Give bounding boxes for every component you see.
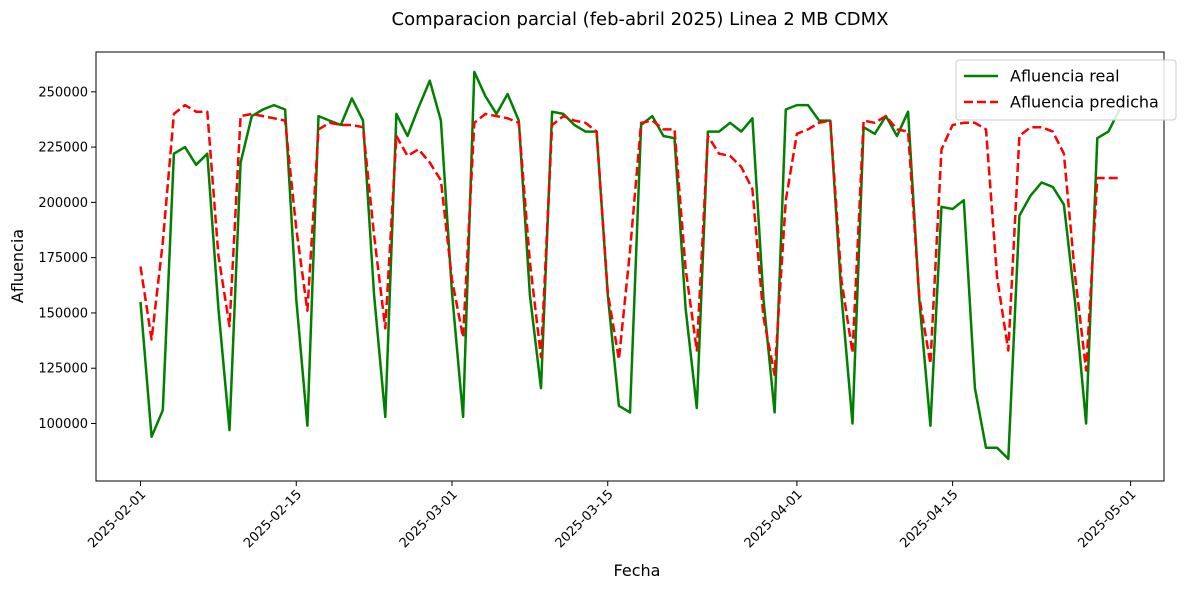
y-tick-label: 250000: [38, 85, 88, 100]
y-axis: 100000 125000 150000 175000 200000 225000 2500…: [38, 85, 96, 432]
legend-label: Afluencia predicha: [1010, 93, 1159, 112]
y-tick-label: 200000: [38, 196, 88, 211]
x-axis-label: Fecha: [614, 561, 661, 580]
axes-frame: [95, 51, 1165, 482]
chart-title: Comparacion parcial (feb-abril 2025) Lin…: [392, 9, 889, 30]
legend: Afluencia real Afluencia predicha: [955, 59, 1177, 121]
series-line-afluencia-predicha: [139, 103, 1120, 377]
y-tick-label: 225000: [38, 141, 88, 156]
plot-area: [139, 70, 1121, 461]
y-tick-label: 175000: [38, 251, 88, 266]
series-line-afluencia-real: [139, 70, 1121, 461]
y-tick-label: 125000: [38, 362, 88, 377]
legend-label: Afluencia real: [1010, 67, 1120, 86]
y-axis-label: Afluencia: [8, 229, 27, 303]
y-tick-label: 150000: [38, 306, 88, 321]
y-tick-label: 100000: [38, 417, 88, 432]
legend-box: [955, 59, 1177, 121]
